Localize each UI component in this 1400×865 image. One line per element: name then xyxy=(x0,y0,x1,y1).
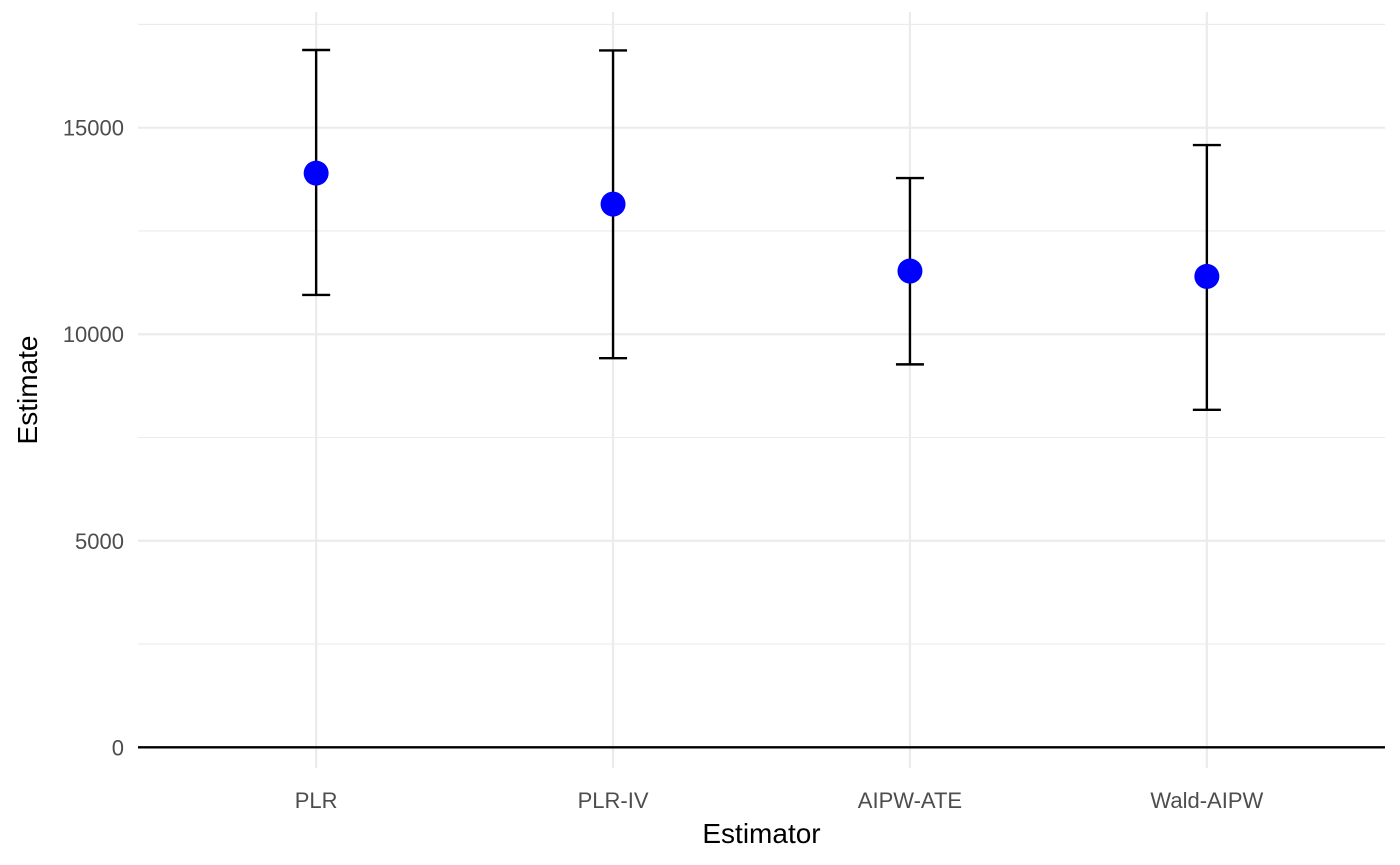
estimate-points xyxy=(303,160,1220,289)
y-axis-tick-labels: 0 5000 10000 15000 xyxy=(63,116,124,761)
point-plr-iv xyxy=(600,191,626,217)
error-bars xyxy=(302,48,1221,412)
point-wald-aipw xyxy=(1194,263,1220,289)
x-tick-label: PLR-IV xyxy=(578,788,649,813)
y-tick-label: 5000 xyxy=(75,529,124,554)
x-tick-label: Wald-AIPW xyxy=(1150,788,1263,813)
point-plr xyxy=(303,160,329,186)
x-axis-tick-labels: PLR PLR-IV AIPW-ATE Wald-AIPW xyxy=(295,788,1264,813)
minor-gridlines xyxy=(138,23,1385,645)
y-tick-label: 10000 xyxy=(63,322,124,347)
x-tick-label: PLR xyxy=(295,788,338,813)
x-tick-label: AIPW-ATE xyxy=(858,788,962,813)
point-aipw-ate xyxy=(897,258,923,284)
x-axis-title: Estimator xyxy=(702,818,820,849)
y-tick-label: 0 xyxy=(112,735,124,760)
y-tick-label: 15000 xyxy=(63,116,124,141)
y-axis-title: Estimate xyxy=(12,336,43,445)
major-gridlines xyxy=(138,12,1385,768)
